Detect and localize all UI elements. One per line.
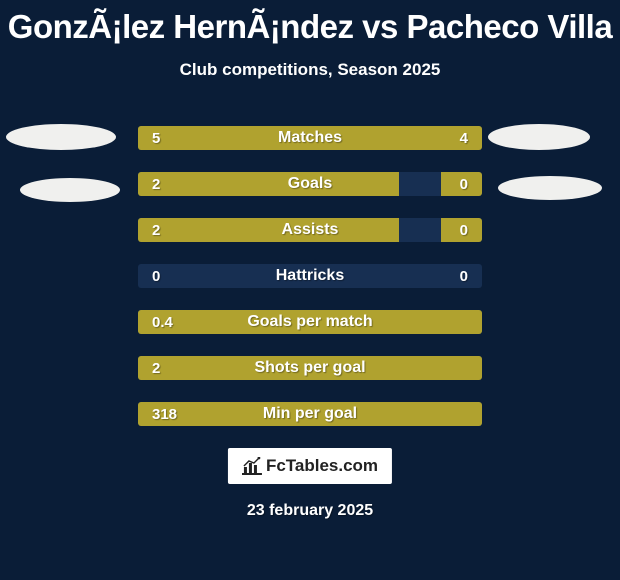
footer-date: 23 february 2025 — [0, 502, 620, 520]
stat-row: 318Min per goal — [138, 402, 482, 426]
stat-row: 0.4Goals per match — [138, 310, 482, 334]
stat-row: 5Matches4 — [138, 126, 482, 150]
stat-bar-left — [138, 126, 327, 150]
stat-bar-left — [138, 356, 482, 380]
stat-bar-bg — [138, 218, 482, 242]
stats-container: 5Matches4 2Goals0 2Assists0 0Hattricks0 0.4G… — [138, 126, 482, 448]
stat-bar-bg — [138, 172, 482, 196]
stat-bar-bg — [138, 402, 482, 426]
player-right-ellipse-1 — [488, 124, 590, 150]
player-left-ellipse-2 — [20, 178, 120, 202]
brand-chart-icon — [242, 457, 262, 475]
stat-bar-left — [138, 218, 399, 242]
stat-row: 2Goals0 — [138, 172, 482, 196]
page-title: GonzÃ¡lez HernÃ¡ndez vs Pacheco Villa — [0, 0, 620, 46]
player-left-ellipse-1 — [6, 124, 116, 150]
stat-row: 2Assists0 — [138, 218, 482, 242]
subtitle: Club competitions, Season 2025 — [0, 60, 620, 80]
stat-bar-right — [441, 172, 482, 196]
stat-bar-right — [327, 126, 482, 150]
stat-row: 0Hattricks0 — [138, 264, 482, 288]
stat-bar-left — [138, 310, 482, 334]
player-right-ellipse-2 — [498, 176, 602, 200]
stat-bar-right — [441, 218, 482, 242]
stat-bar-bg — [138, 356, 482, 380]
stat-bar-left — [138, 172, 399, 196]
brand-badge[interactable]: FcTables.com — [228, 448, 392, 484]
stat-bar-left — [138, 402, 482, 426]
stat-row: 2Shots per goal — [138, 356, 482, 380]
stat-bar-bg — [138, 264, 482, 288]
brand-text: FcTables.com — [266, 456, 378, 476]
stat-bar-bg — [138, 126, 482, 150]
stat-bar-bg — [138, 310, 482, 334]
